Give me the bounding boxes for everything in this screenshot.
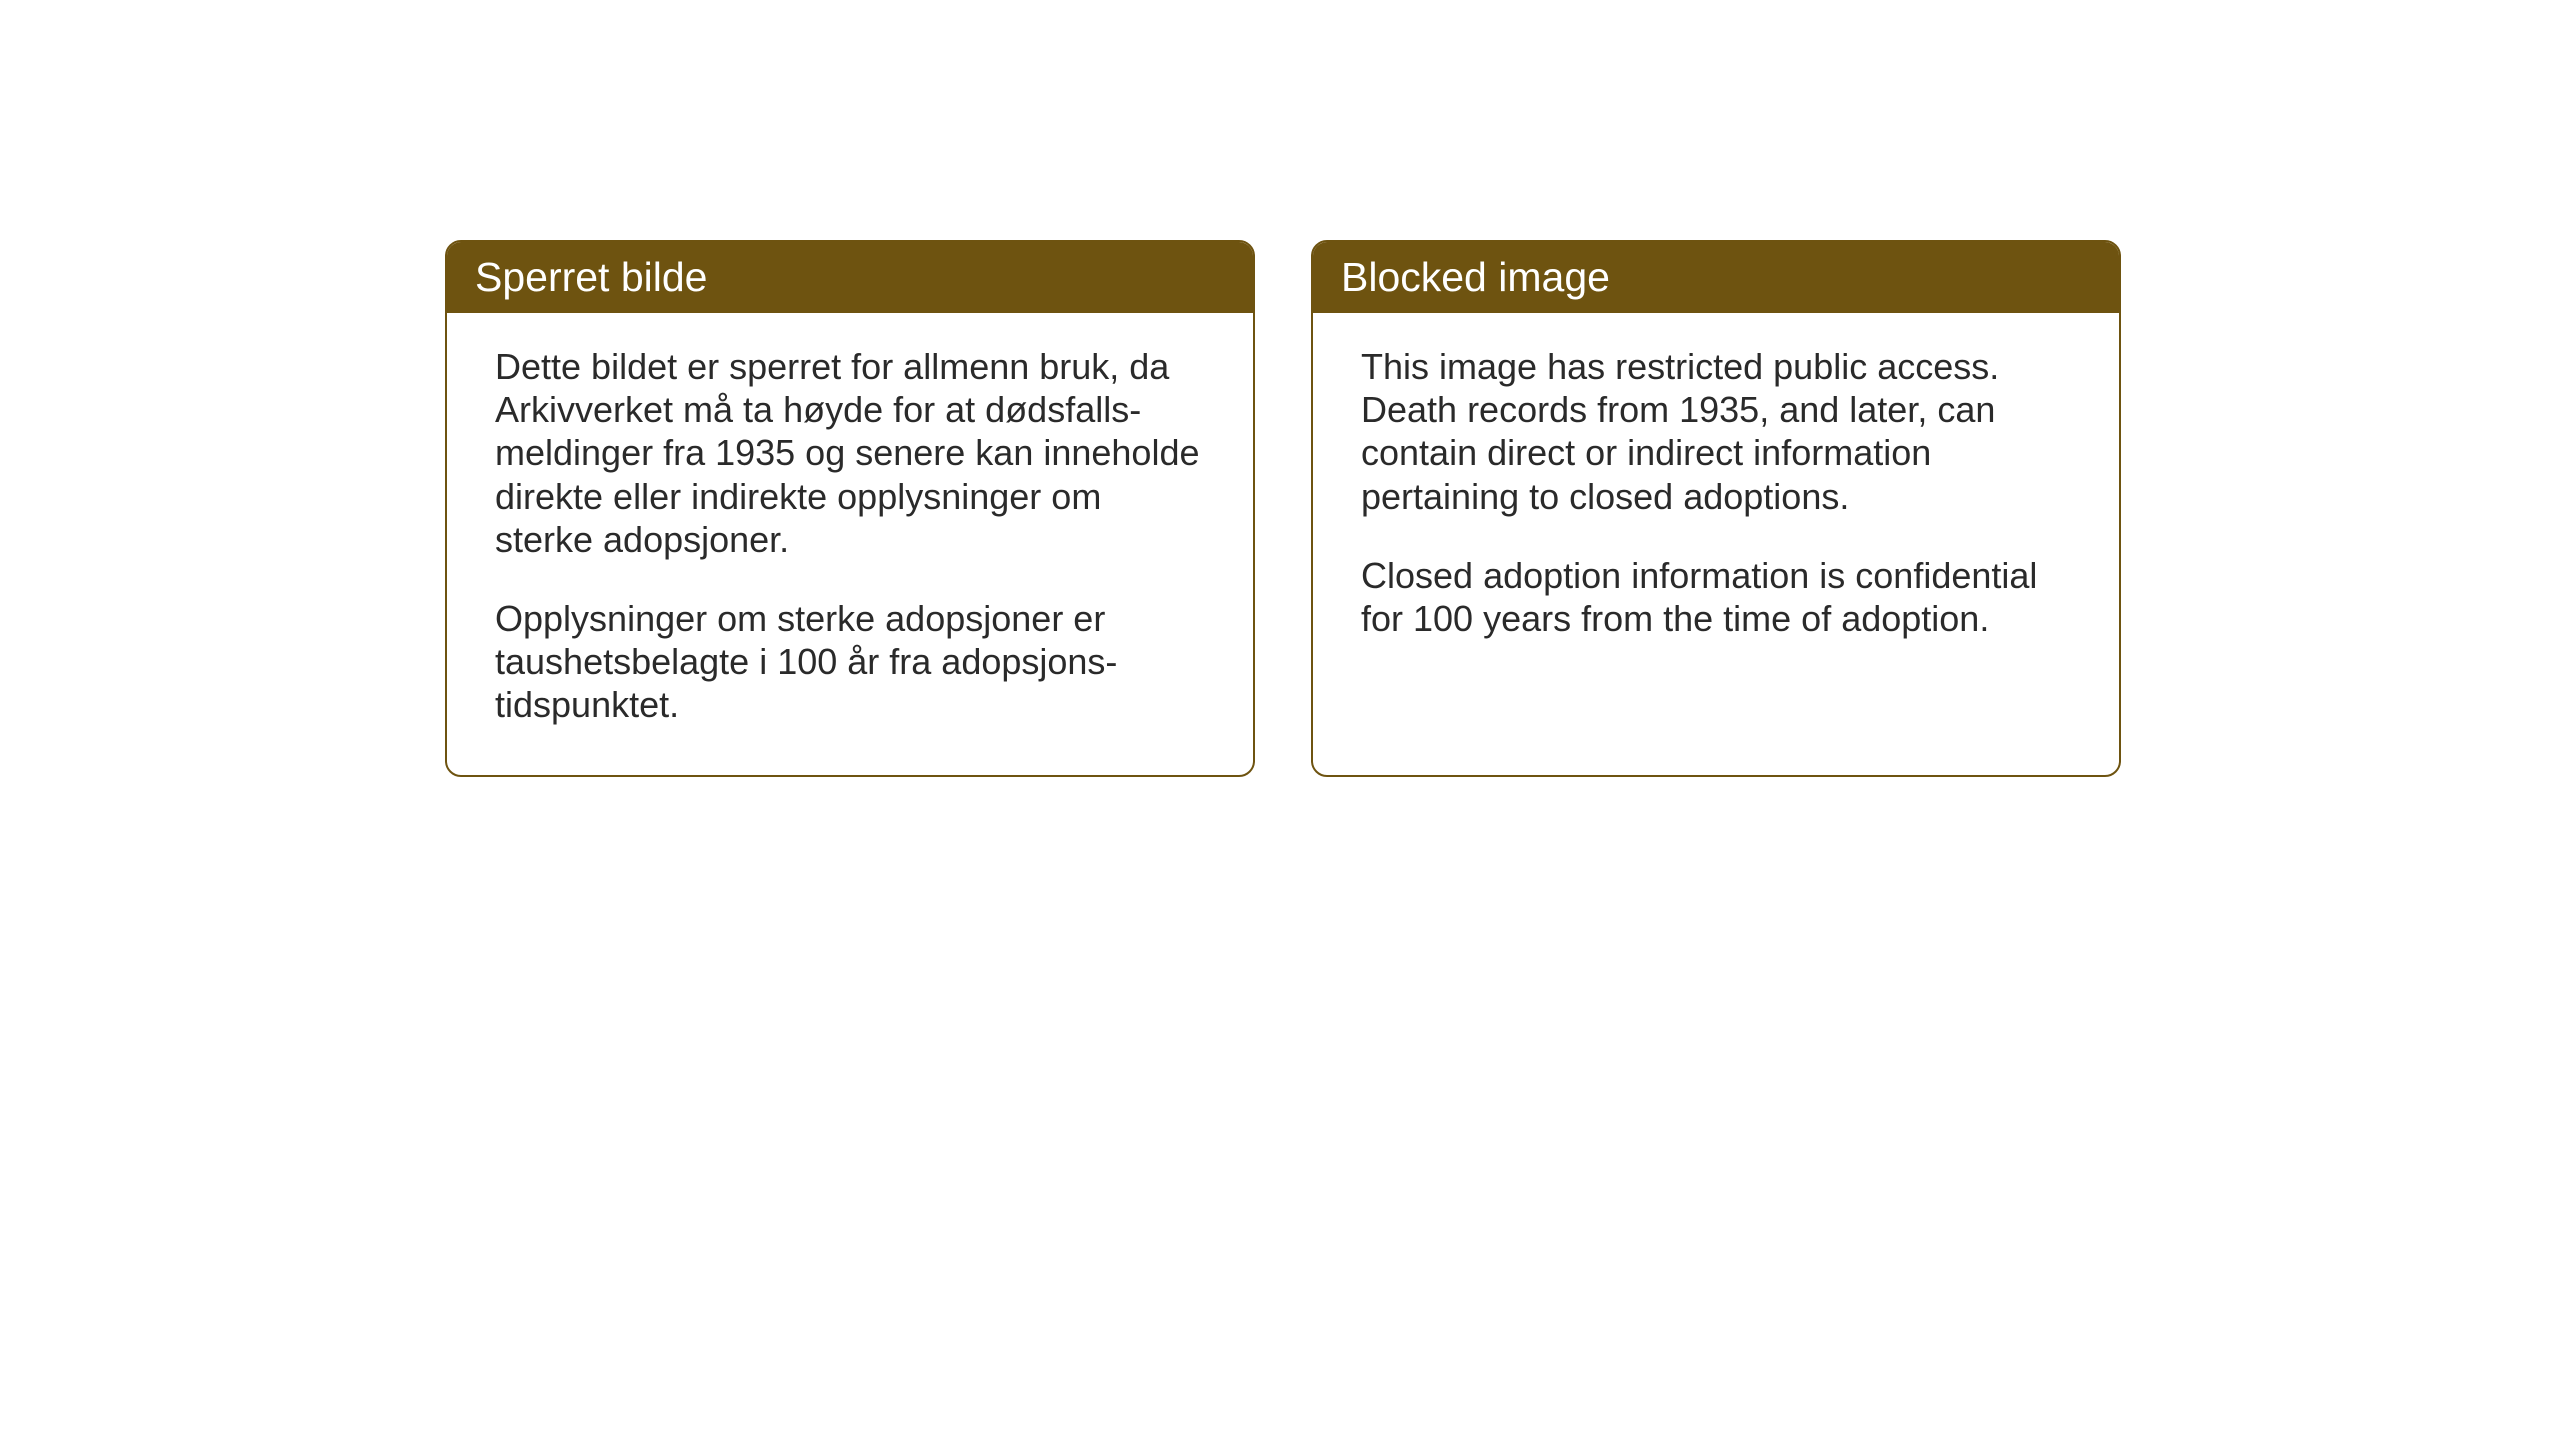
card-paragraph-1-english: This image has restricted public access.… [1361,345,2071,518]
card-body-english: This image has restricted public access.… [1313,313,2119,688]
card-title-english: Blocked image [1341,254,1610,300]
notice-cards-container: Sperret bilde Dette bildet er sperret fo… [445,240,2121,777]
card-paragraph-2-norwegian: Opplysninger om sterke adopsjoner er tau… [495,597,1205,727]
card-body-norwegian: Dette bildet er sperret for allmenn bruk… [447,313,1253,775]
card-paragraph-1-norwegian: Dette bildet er sperret for allmenn bruk… [495,345,1205,561]
notice-card-norwegian: Sperret bilde Dette bildet er sperret fo… [445,240,1255,777]
card-header-english: Blocked image [1313,242,2119,313]
card-paragraph-2-english: Closed adoption information is confident… [1361,554,2071,640]
card-header-norwegian: Sperret bilde [447,242,1253,313]
card-title-norwegian: Sperret bilde [475,254,707,300]
notice-card-english: Blocked image This image has restricted … [1311,240,2121,777]
